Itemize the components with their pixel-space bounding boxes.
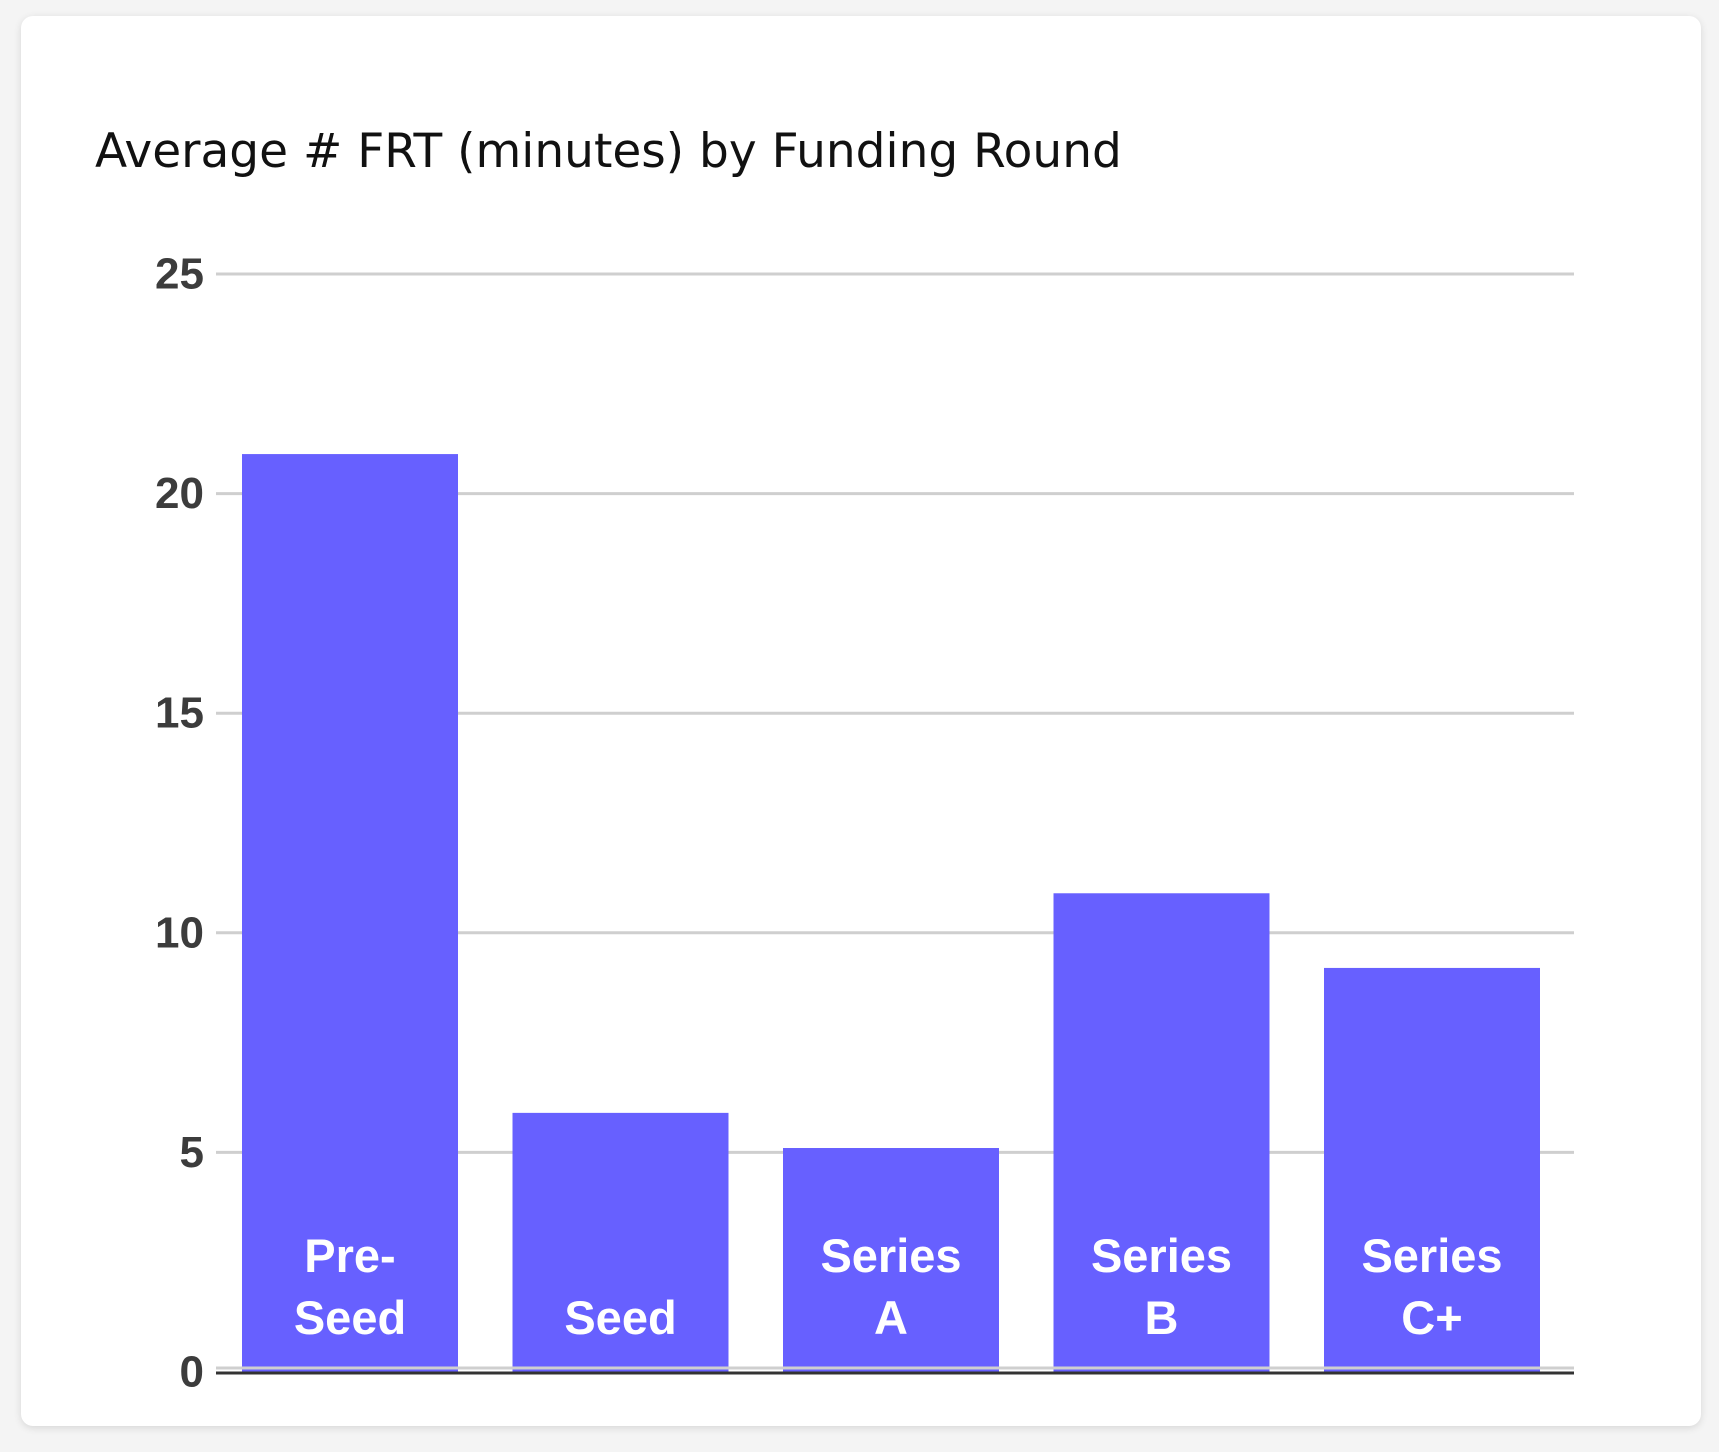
y-tick-label-25: 25 — [155, 250, 204, 299]
category-label-1: Seed — [564, 1291, 676, 1344]
y-tick-label-5: 5 — [180, 1128, 204, 1177]
bar-1 — [512, 1112, 729, 1372]
y-tick-label-15: 15 — [155, 689, 204, 738]
bar-4 — [1324, 967, 1540, 1372]
y-tick-label-0: 0 — [180, 1348, 204, 1397]
category-label-0: Pre-Seed — [294, 1229, 406, 1344]
labels: 0 5 10 15 20 25 Pre-Seed Seed Series A Series B Seri… — [155, 250, 1503, 1397]
chart-title: Average # FRT (minutes) by Funding Round — [95, 124, 1122, 179]
bar-3 — [1053, 893, 1270, 1372]
category-label-4: Series C+ — [1361, 1229, 1502, 1344]
bar-0 — [242, 454, 458, 1372]
y-tick-label-20: 20 — [155, 469, 204, 518]
category-label-2: Series A — [820, 1229, 961, 1344]
bar-2 — [783, 1148, 999, 1372]
category-label-3: Series B — [1091, 1229, 1232, 1344]
y-tick-label-10: 10 — [155, 908, 204, 957]
axes — [216, 1366, 1574, 1375]
bars — [242, 454, 1540, 1372]
